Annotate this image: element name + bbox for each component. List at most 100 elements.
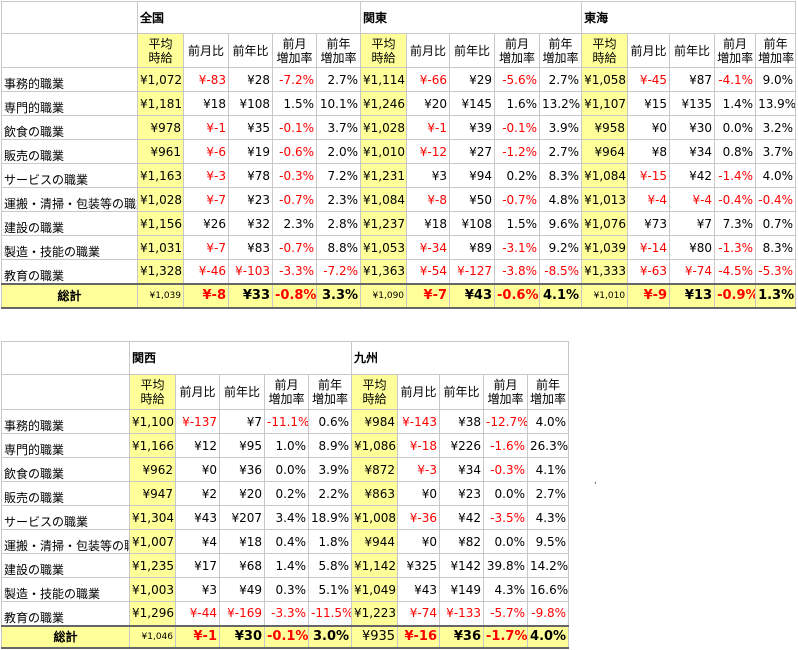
yoy-rate-cell: 4.1%: [527, 457, 570, 482]
header-mom-rate-line1: 前月: [505, 36, 530, 51]
avg-wage-cell: ¥964: [581, 139, 629, 164]
total-mom: ¥-9: [627, 282, 671, 309]
mom-cell: ¥-12: [406, 139, 451, 164]
avg-wage-cell: ¥961: [137, 139, 184, 164]
mom-rate-cell: -0.7%: [272, 187, 317, 212]
table-row: 販売の職業 ¥947 ¥2 ¥20 0.2% 2.2% ¥863 ¥0 ¥23 0.0% 2.7%: [1, 481, 570, 506]
yoy-cell: ¥19: [228, 139, 273, 164]
total-row: 総計 ¥1,046 ¥-1 ¥30 -0.1% 3.0% ¥935 ¥-16 ¥36 -1.7% 4…: [1, 624, 570, 649]
yoy-cell: ¥28: [228, 67, 273, 92]
header-yoy-rate-line1: 前年: [763, 36, 788, 51]
mom-rate-cell: -0.1%: [494, 115, 541, 140]
yoy-rate-cell: 8.9%: [307, 433, 353, 458]
avg-wage-cell: ¥1,013: [581, 187, 629, 212]
mom-rate-cell: -3.3%: [264, 601, 309, 626]
table-row: 教育の職業 ¥1,328 ¥-46 ¥-103 -3.3% -7.2% ¥1,363 ¥-54…: [1, 259, 797, 284]
total-mom: ¥-7: [406, 282, 451, 309]
yoy-cell: ¥23: [228, 187, 273, 212]
header-avg-line2: 時給: [362, 392, 387, 406]
yoy-cell: ¥149: [439, 577, 485, 602]
total-yoy-rate: 3.0%: [307, 624, 353, 649]
mom-rate-cell: 1.5%: [272, 91, 317, 116]
mom-rate-cell: -0.4%: [714, 187, 757, 212]
total-avg-wage: ¥1,090: [360, 282, 408, 309]
header-yoy-rate-line1: 前年: [318, 378, 343, 392]
yoy-cell: ¥68: [219, 553, 265, 578]
mom-cell: ¥-8: [406, 187, 451, 212]
header-yoy-rate-line1: 前年: [548, 36, 573, 51]
category-label: サービスの職業: [1, 505, 130, 530]
avg-wage-cell: ¥1,363: [360, 259, 408, 284]
yoy-rate-cell: -8.5%: [539, 259, 583, 284]
total-yoy: ¥36: [439, 624, 485, 649]
yoy-cell: ¥39: [449, 115, 496, 140]
mom-cell: ¥-7: [183, 235, 229, 260]
avg-wage-cell: ¥1,181: [137, 91, 184, 116]
mom-cell: ¥4: [175, 529, 220, 554]
category-label: 製造・技能の職業: [1, 235, 138, 260]
category-label: 飲食の職業: [1, 457, 130, 482]
yoy-cell: ¥-74: [669, 259, 716, 284]
mom-rate-cell: 7.3%: [714, 211, 757, 236]
mom-cell: ¥-6: [183, 139, 229, 164]
region-header-row: 関西 九州: [1, 341, 570, 375]
table-row: 専門的職業 ¥1,166 ¥12 ¥95 1.0% 8.9% ¥1,086 ¥-18 ¥226-…: [1, 433, 570, 458]
avg-wage-cell: ¥947: [129, 481, 176, 506]
header-yoy-rate-line1: 前年: [536, 378, 561, 392]
mom-rate-cell: -3.1%: [494, 235, 541, 260]
mom-rate-cell: -1.6%: [483, 433, 529, 458]
yoy-cell: ¥35: [228, 115, 273, 140]
avg-wage-cell: ¥1,008: [351, 505, 399, 530]
yoy-cell: ¥-103: [228, 259, 273, 284]
yoy-rate-cell: 4.8%: [539, 187, 583, 212]
avg-wage-cell: ¥1,237: [360, 211, 408, 236]
mom-cell: ¥-34: [406, 235, 451, 260]
header-mom-rate: 前月 増加率: [494, 33, 541, 68]
avg-wage-cell: ¥872: [351, 457, 399, 482]
avg-wage-cell: ¥1,107: [581, 91, 629, 116]
table-row: 飲食の職業 ¥962 ¥0 ¥36 0.0% 3.9% ¥872 ¥-3 ¥34 -0.3% 4.1…: [1, 457, 570, 482]
header-avg-line2: 時給: [371, 50, 396, 65]
avg-wage-cell: ¥1,328: [137, 259, 184, 284]
total-yoy-rate: 4.0%: [527, 624, 570, 649]
yoy-rate-cell: -0.4%: [755, 187, 797, 212]
yoy-cell: ¥226: [439, 433, 485, 458]
stray-mark: ,: [594, 476, 597, 486]
header-yoy: 前年比: [439, 374, 485, 410]
mom-cell: ¥0: [397, 481, 441, 506]
header-yoy-rate-line2: 増加率: [320, 50, 357, 65]
table-row: 建設の職業 ¥1,156 ¥26 ¥32 2.3% 2.8% ¥1,237 ¥18 ¥108 1.…: [1, 211, 797, 236]
avg-wage-cell: ¥1,039: [581, 235, 629, 260]
avg-wage-cell: ¥1,007: [129, 529, 176, 554]
mom-cell: ¥-54: [406, 259, 451, 284]
header-avg-line1: 平均: [592, 36, 617, 51]
yoy-cell: ¥82: [439, 529, 485, 554]
mom-rate-cell: -0.3%: [272, 163, 317, 188]
yoy-cell: ¥29: [449, 67, 496, 92]
header-avg-wage: 平均 時給: [360, 33, 408, 68]
avg-wage-cell: ¥1,166: [129, 433, 176, 458]
mom-rate-cell: -0.7%: [494, 187, 541, 212]
total-avg-wage: ¥1,039: [137, 282, 184, 309]
mom-cell: ¥-4: [627, 187, 671, 212]
table-row: 教育の職業 ¥1,296 ¥-44 ¥-169 -3.3% -11.5% ¥1,223 ¥-7…: [1, 601, 570, 626]
mom-rate-cell: -5.7%: [483, 601, 529, 626]
mom-rate-cell: -0.7%: [272, 235, 317, 260]
yoy-rate-cell: 3.7%: [315, 115, 362, 140]
yoy-cell: ¥42: [439, 505, 485, 530]
category-label: 事務的職業: [1, 409, 130, 434]
yoy-rate-cell: 3.7%: [755, 139, 797, 164]
yoy-cell: ¥-169: [219, 601, 265, 626]
avg-wage-cell: ¥1,028: [137, 187, 184, 212]
avg-wage-cell: ¥1,028: [360, 115, 408, 140]
avg-wage-cell: ¥1,086: [351, 433, 399, 458]
region-name: 関西: [128, 341, 353, 375]
yoy-rate-cell: 4.0%: [755, 163, 797, 188]
mom-cell: ¥-18: [397, 433, 441, 458]
yoy-cell: ¥87: [669, 67, 716, 92]
mom-rate-cell: 0.4%: [264, 529, 309, 554]
mom-rate-cell: 0.0%: [483, 481, 529, 506]
avg-wage-cell: ¥1,053: [360, 235, 408, 260]
avg-wage-cell: ¥1,246: [360, 91, 408, 116]
total-mom-rate: -0.8%: [272, 282, 317, 309]
